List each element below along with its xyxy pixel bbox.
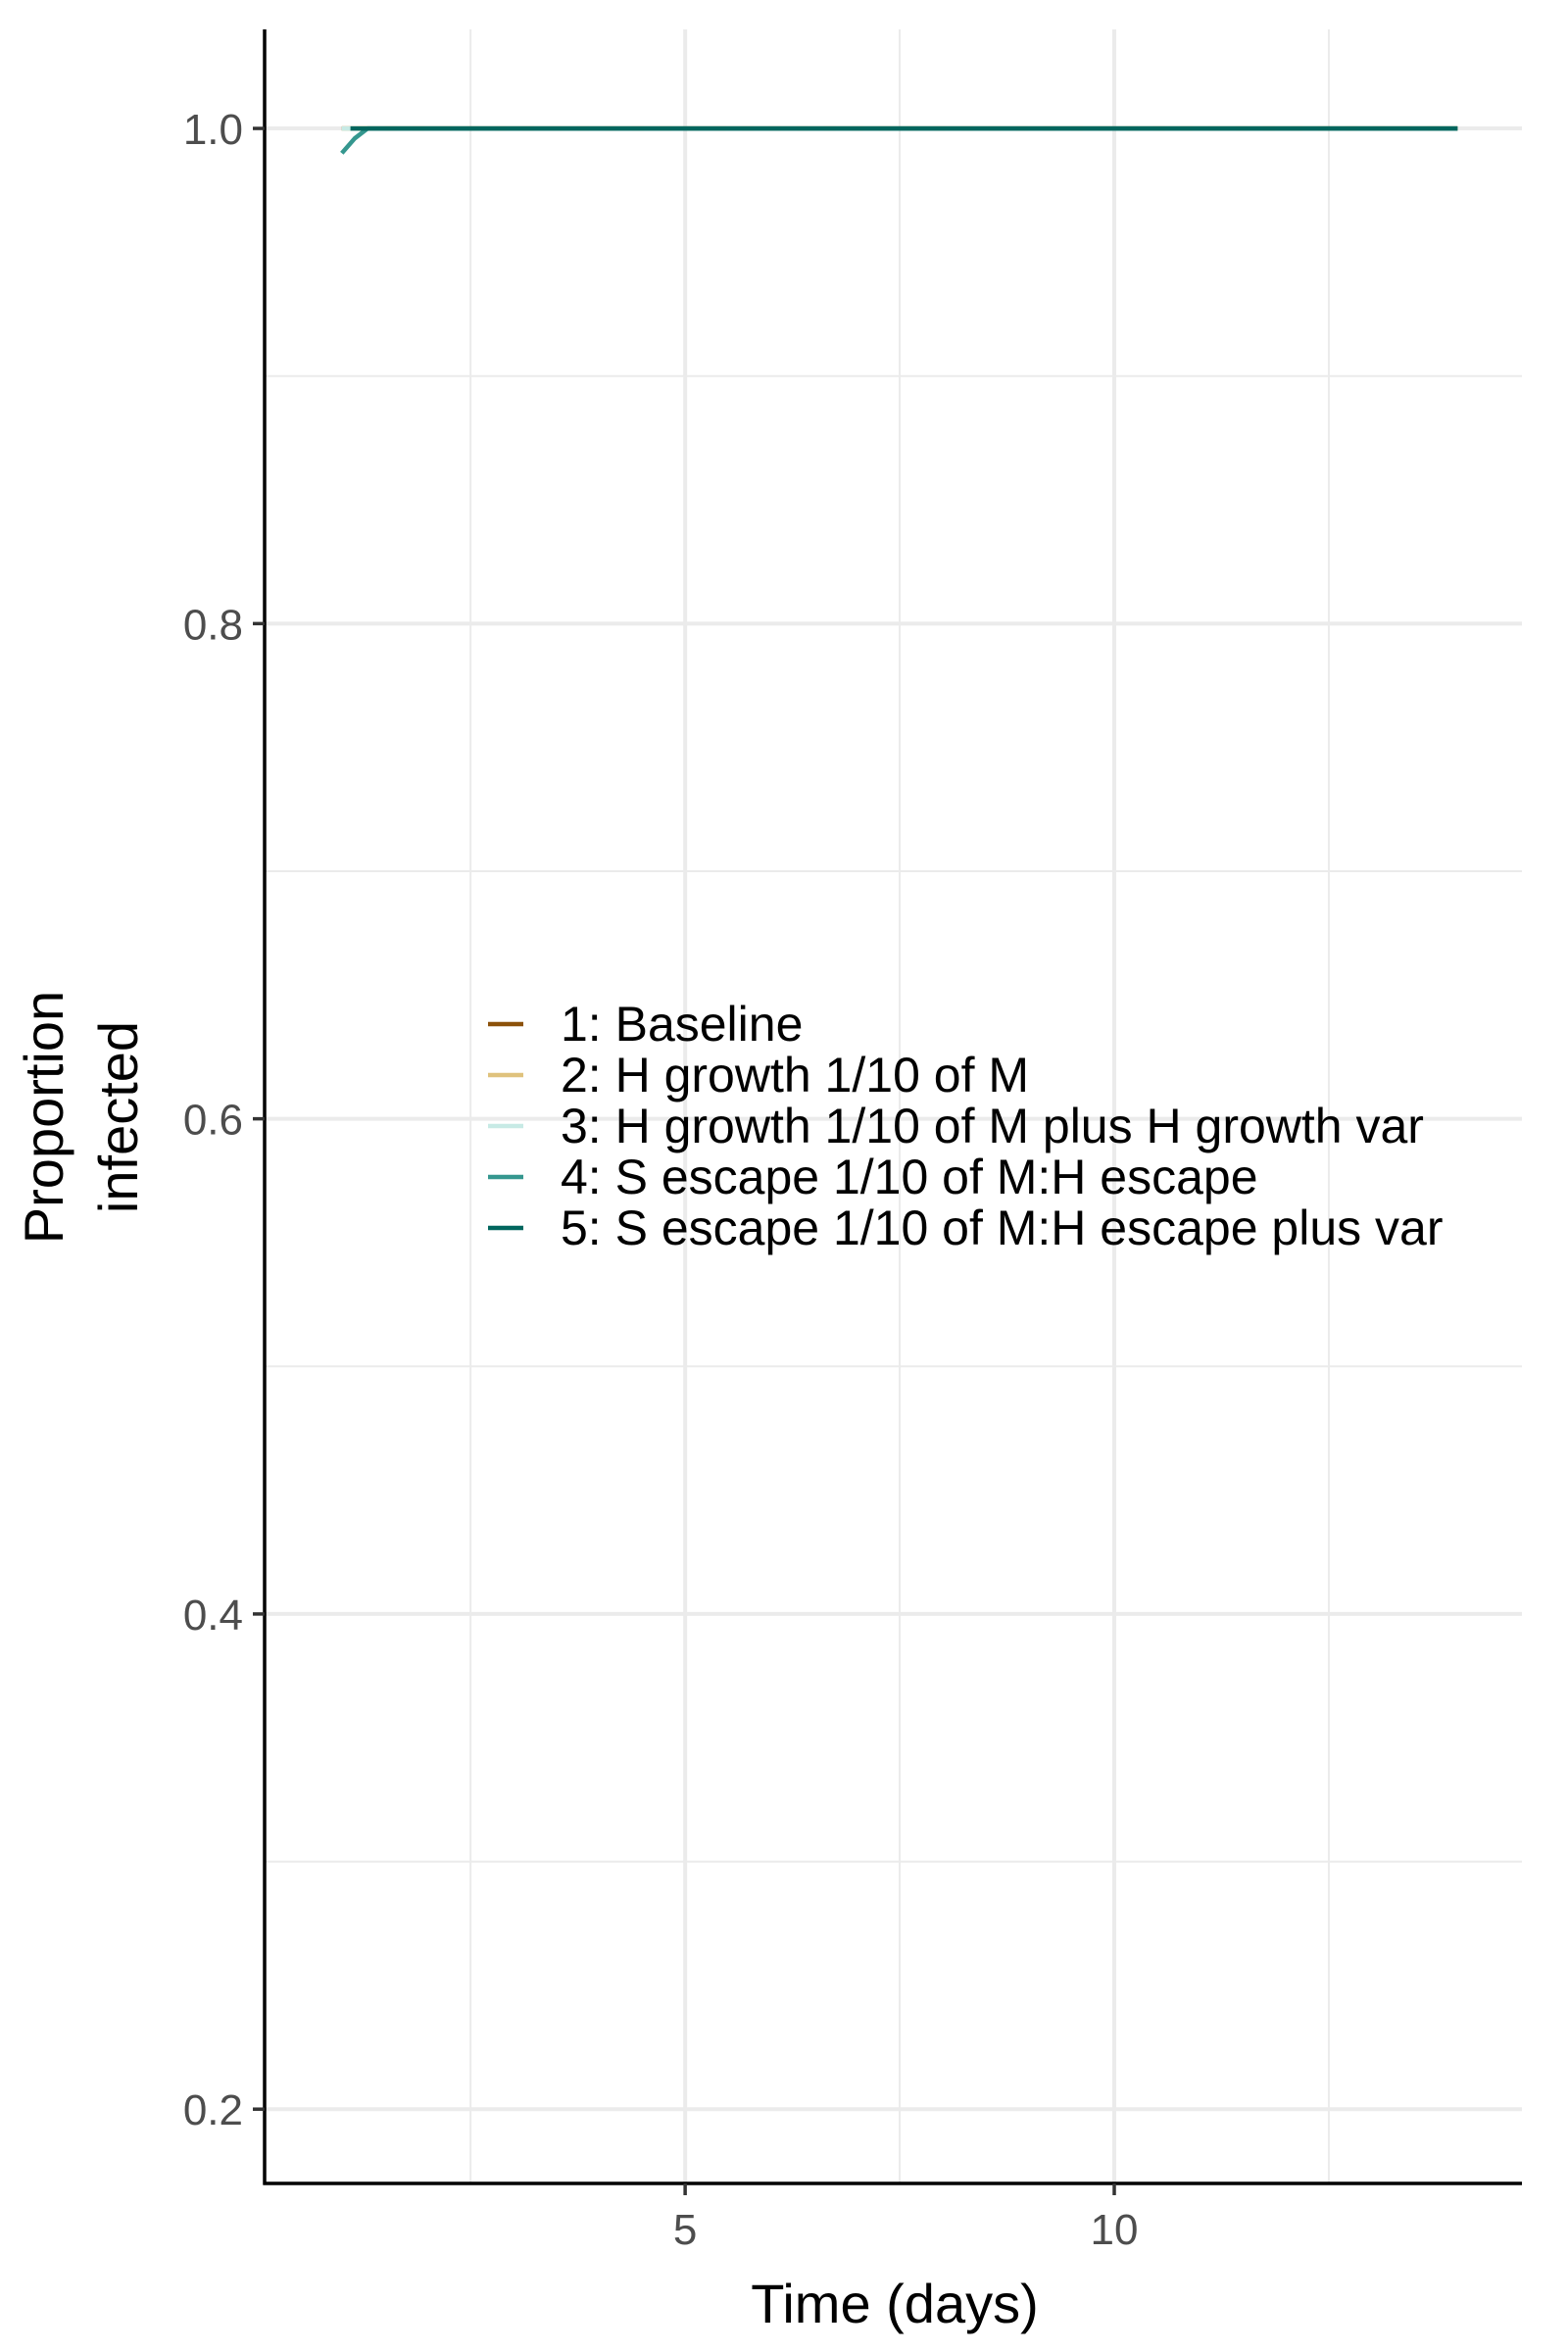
- y-axis-title-line-2: infected: [87, 1021, 149, 1213]
- y-tick-label-0: 0.2: [183, 2086, 243, 2134]
- legend-label-4: 4: S escape 1/10 of M:H escape: [561, 1150, 1258, 1204]
- x-axis-title: Time (days): [751, 2273, 1039, 2334]
- series-lines: [340, 125, 1458, 155]
- y-axis-title-line-1: Proportion: [13, 991, 74, 1244]
- y-tick-label-2: 0.6: [183, 1097, 243, 1145]
- y-tick-label-4: 1.0: [183, 106, 243, 154]
- y-tick-label-1: 0.4: [183, 1592, 243, 1640]
- y-tick-label-3: 0.8: [183, 601, 243, 649]
- tick-labels: 0.2 0.4 0.6 0.8 1.0 5 10: [183, 106, 1139, 2254]
- x-tick-label-1: 10: [1091, 2206, 1139, 2254]
- legend-label-3: 3: H growth 1/10 of M plus H growth var: [561, 1099, 1424, 1153]
- legend-label-5: 5: S escape 1/10 of M:H escape plus var: [561, 1200, 1444, 1255]
- legend-label-1: 1: Baseline: [561, 997, 803, 1052]
- y-axis-title: Proportion infected: [13, 991, 149, 1244]
- x-tick-label-0: 5: [673, 2206, 697, 2254]
- legend-label-2: 2: H growth 1/10 of M: [561, 1048, 1029, 1102]
- axes: [253, 29, 1522, 2195]
